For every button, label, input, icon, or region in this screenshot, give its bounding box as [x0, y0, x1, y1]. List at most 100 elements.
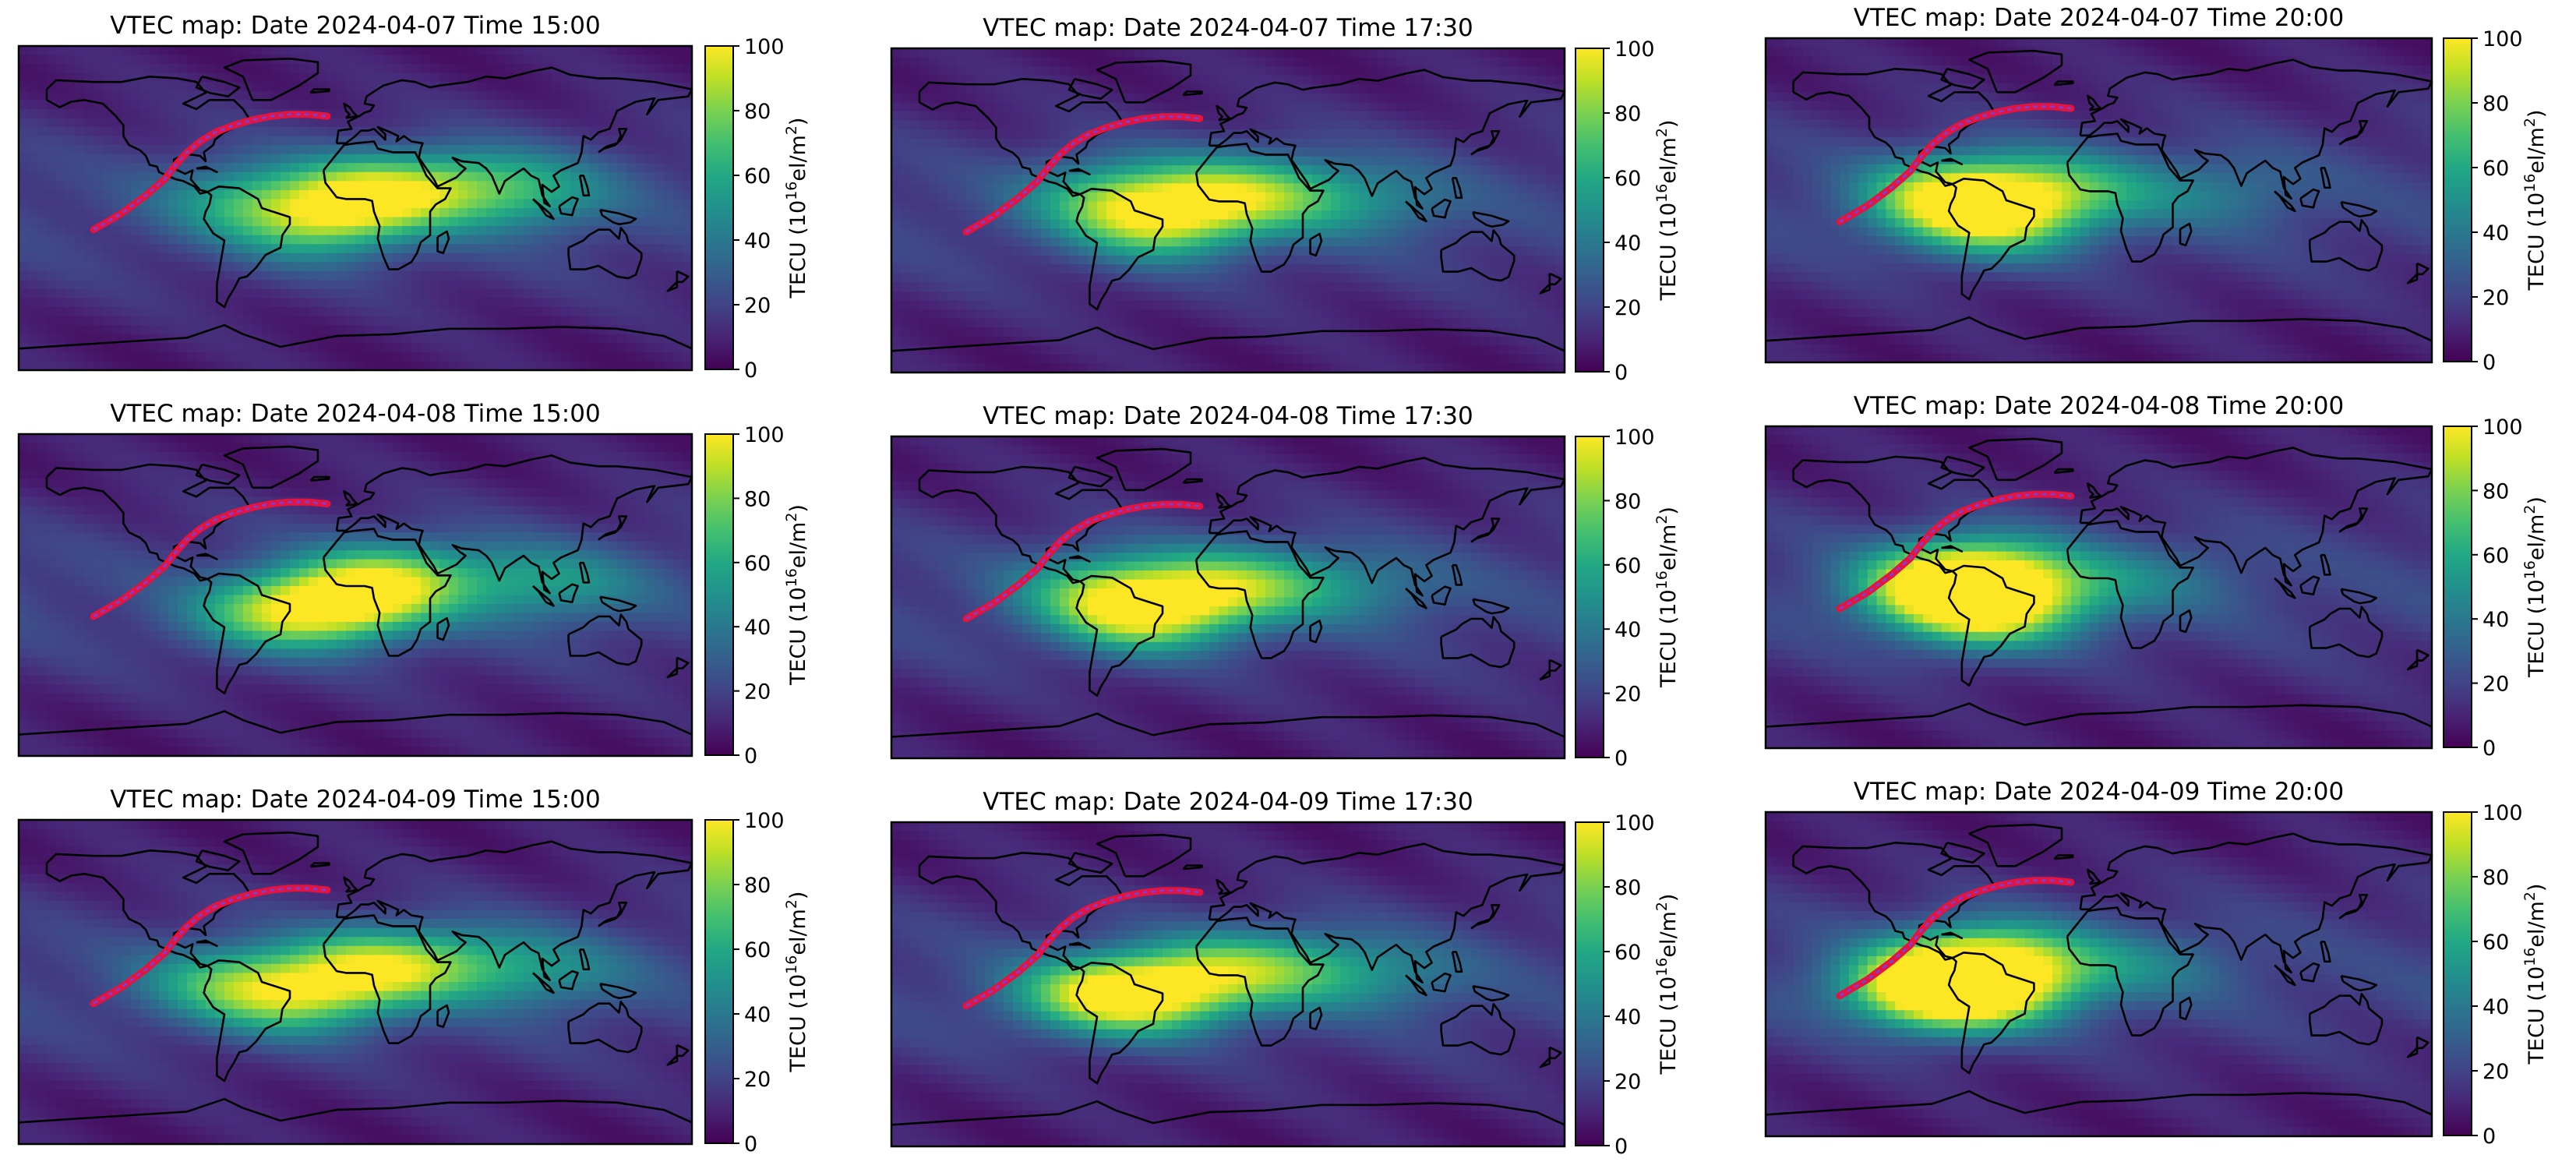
coastline	[2338, 894, 2369, 920]
map-frame	[17, 818, 693, 1146]
coastline	[1472, 211, 1510, 228]
panel-title: VTEC map: Date 2024-04-08 Time 20:00	[1854, 392, 2344, 420]
coastline	[1075, 188, 1164, 311]
vtec-heatmap	[19, 434, 693, 757]
coastline	[2299, 575, 2320, 595]
coastline	[343, 102, 358, 119]
coastline	[1194, 916, 1325, 1047]
colorbar-tick-label: 0	[744, 358, 757, 383]
coastline	[2079, 447, 2433, 587]
coastline	[343, 876, 358, 893]
colorbar-tick-label: 80	[2482, 92, 2509, 116]
colorbar-gradient	[1575, 436, 1604, 758]
coastlines	[891, 833, 1566, 1126]
panel-title: VTEC map: Date 2024-04-07 Time 17:30	[983, 14, 1473, 42]
vtec-heatmap	[891, 48, 1565, 373]
colorbar-label: TECU (1016el/m2)	[1653, 894, 1681, 1075]
colorbar-tick-label: 60	[744, 164, 771, 189]
coastlines	[18, 445, 693, 736]
coastline	[2320, 553, 2331, 576]
coastline	[2053, 854, 2074, 860]
coastline	[1067, 465, 1113, 488]
coastline	[1208, 842, 1566, 984]
colorbar-tick-label: 100	[1614, 426, 1655, 450]
map-frame	[17, 433, 693, 758]
colorbar-tick-label: 40	[2482, 995, 2509, 1019]
coastline	[203, 572, 291, 694]
vtec-panel-6: VTEC map: Date 2024-04-08 Time 20:00 0 20 4…	[1764, 392, 2549, 761]
coastline	[2340, 588, 2378, 605]
panel-title: VTEC map: Date 2024-04-08 Time 15:00	[110, 400, 600, 428]
eclipse-path-centerline	[93, 500, 328, 618]
coastline	[1765, 702, 2433, 728]
coastline	[567, 613, 643, 666]
map-frame	[1764, 811, 2433, 1138]
coastline	[335, 66, 693, 207]
eclipse-path-centerline	[1839, 879, 2072, 997]
coastline	[2340, 201, 2378, 218]
coastline	[1096, 833, 1192, 878]
colorbar-tick-label: 40	[744, 616, 771, 640]
coastline	[2299, 188, 2320, 209]
coastline	[196, 165, 218, 174]
coastline	[1309, 232, 1323, 257]
coastline	[309, 862, 330, 868]
coastline	[1431, 972, 1452, 993]
coastline	[1068, 941, 1091, 950]
coastline	[322, 528, 452, 657]
colorbar-tick-label: 20	[1614, 296, 1641, 320]
coastline	[18, 323, 693, 350]
eclipse-path-centerline	[93, 113, 328, 231]
coastline	[196, 553, 218, 560]
coastline	[532, 585, 555, 607]
coastline	[1309, 620, 1323, 644]
coastline	[343, 490, 358, 507]
coastline	[1539, 272, 1562, 295]
coastline	[1067, 852, 1113, 874]
vtec-heatmap	[19, 820, 693, 1145]
coastline	[203, 959, 291, 1082]
eclipse-path-centerline	[1839, 105, 2072, 223]
coastlines	[1765, 437, 2433, 728]
coastline	[2179, 609, 2193, 634]
coastline	[223, 445, 319, 489]
coastline	[1208, 69, 1566, 210]
colorbar-label: TECU (1016el/m2)	[2521, 884, 2549, 1065]
colorbar-tick-label: 80	[744, 874, 771, 898]
colorbar-tick-label: 0	[2482, 1125, 2496, 1149]
colorbar-tick-label: 100	[2482, 801, 2523, 825]
coastline	[2179, 996, 2193, 1021]
vtec-panel-8: VTEC map: Date 2024-04-09 Time 17:30 0 20 4…	[890, 788, 1681, 1159]
colorbar-tick-label: 100	[744, 35, 785, 59]
coastline	[45, 76, 250, 195]
colorbar-tick-label: 60	[2482, 157, 2509, 181]
colorbar-gradient	[1575, 48, 1604, 373]
coastline	[2338, 120, 2369, 146]
panel-title: VTEC map: Date 2024-04-07 Time 20:00	[1854, 4, 2344, 32]
coastline	[18, 710, 693, 736]
coastline	[891, 1100, 1565, 1126]
colorbar-tick-label: 20	[2482, 673, 2509, 697]
vtec-heatmap	[1766, 426, 2433, 749]
coastline	[2406, 1036, 2430, 1058]
coastline	[45, 463, 250, 582]
coastline	[1765, 1090, 2433, 1116]
coastline	[1941, 545, 1964, 553]
colorbar-tick-label: 60	[2482, 931, 2509, 955]
coastline	[1440, 1003, 1516, 1056]
colorbar-label: TECU (1016el/m2)	[1653, 507, 1681, 688]
colorbar-label: TECU (1016el/m2)	[2521, 110, 2549, 291]
colorbar-tick-label: 100	[1614, 37, 1655, 62]
coastlines	[1765, 823, 2433, 1116]
coastline	[1472, 985, 1510, 1002]
colorbar-tick-label: 80	[744, 100, 771, 124]
coastline	[558, 583, 579, 603]
colorbar: 0 20 40 60 80 100 TECU (1016el/m2)	[704, 423, 810, 768]
panel-title: VTEC map: Date 2024-04-09 Time 15:00	[110, 786, 600, 814]
coastlines	[891, 447, 1566, 738]
colorbar-tick-label: 60	[2482, 544, 2509, 568]
colorbar-tick-label: 60	[1614, 941, 1641, 965]
colorbar-label: TECU (1016el/m2)	[783, 892, 810, 1073]
coastline	[1765, 316, 2433, 342]
